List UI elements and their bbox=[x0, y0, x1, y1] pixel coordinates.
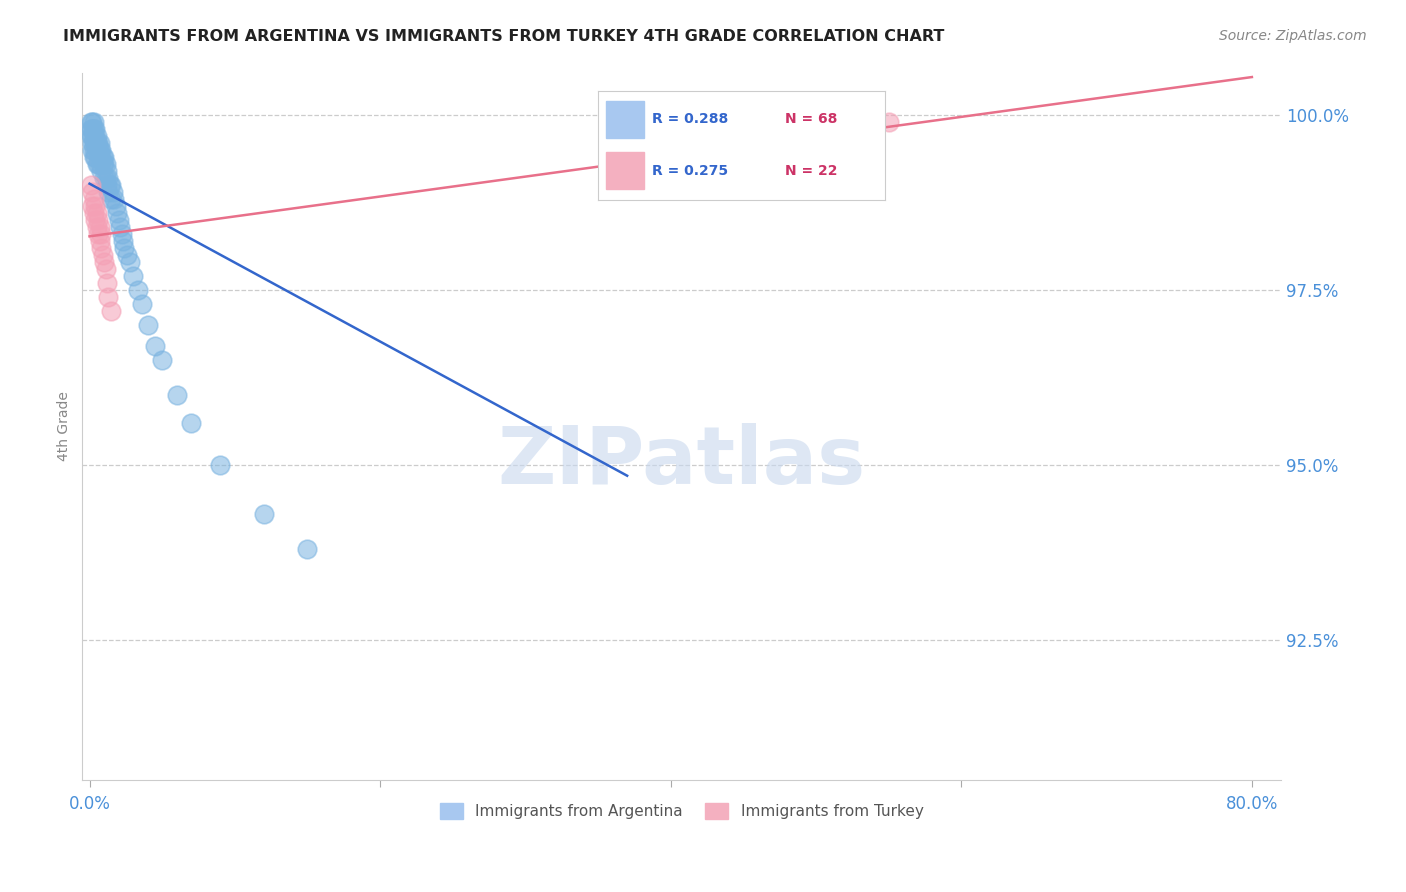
Point bbox=[90, 241, 112, 255]
Point bbox=[104, 199, 127, 213]
Point bbox=[297, 541, 319, 556]
Point bbox=[127, 283, 149, 297]
Point bbox=[100, 178, 122, 192]
Point bbox=[87, 136, 110, 150]
Point bbox=[143, 339, 166, 353]
Text: IMMIGRANTS FROM ARGENTINA VS IMMIGRANTS FROM TURKEY 4TH GRADE CORRELATION CHART: IMMIGRANTS FROM ARGENTINA VS IMMIGRANTS … bbox=[63, 29, 945, 44]
Point bbox=[110, 227, 132, 241]
Point bbox=[94, 157, 117, 171]
Point bbox=[96, 178, 118, 192]
Point bbox=[86, 136, 108, 150]
Point bbox=[94, 261, 117, 276]
Point bbox=[90, 150, 112, 164]
Point bbox=[94, 170, 117, 185]
Point bbox=[90, 143, 112, 157]
Point bbox=[91, 157, 114, 171]
Point bbox=[108, 219, 131, 234]
Point bbox=[84, 122, 107, 136]
Point bbox=[87, 143, 110, 157]
Point bbox=[82, 199, 104, 213]
Point bbox=[97, 290, 120, 304]
Point bbox=[83, 192, 105, 206]
Point bbox=[100, 303, 122, 318]
Point bbox=[90, 164, 112, 178]
Point bbox=[80, 128, 103, 143]
Point bbox=[83, 143, 105, 157]
Point bbox=[103, 192, 125, 206]
Point bbox=[84, 150, 107, 164]
Point bbox=[83, 122, 105, 136]
Point bbox=[86, 143, 108, 157]
Point bbox=[83, 206, 105, 220]
Point bbox=[105, 206, 128, 220]
Point bbox=[97, 185, 120, 199]
Point bbox=[82, 122, 104, 136]
Point bbox=[96, 276, 118, 290]
Point bbox=[89, 219, 111, 234]
Y-axis label: 4th Grade: 4th Grade bbox=[58, 392, 72, 461]
Point bbox=[84, 213, 107, 227]
Point bbox=[89, 136, 111, 150]
Point bbox=[89, 234, 111, 248]
Point bbox=[86, 219, 108, 234]
Point bbox=[117, 248, 139, 262]
Point bbox=[80, 178, 103, 192]
Point bbox=[120, 255, 142, 269]
Point bbox=[84, 136, 107, 150]
Point bbox=[96, 164, 118, 178]
Point bbox=[80, 122, 103, 136]
Point bbox=[87, 213, 110, 227]
Text: ZIPatlas: ZIPatlas bbox=[498, 423, 866, 500]
Point bbox=[82, 185, 104, 199]
Point bbox=[86, 128, 108, 143]
Point bbox=[100, 192, 122, 206]
Point bbox=[93, 150, 115, 164]
Point bbox=[90, 227, 112, 241]
Point bbox=[122, 268, 145, 283]
Point bbox=[93, 170, 115, 185]
Point bbox=[82, 115, 104, 129]
Point bbox=[180, 416, 202, 430]
Legend: Immigrants from Argentina, Immigrants from Turkey: Immigrants from Argentina, Immigrants fr… bbox=[433, 797, 929, 825]
Point bbox=[86, 157, 108, 171]
Point bbox=[107, 213, 129, 227]
Point bbox=[253, 507, 276, 521]
Point bbox=[150, 352, 173, 367]
Point bbox=[80, 115, 103, 129]
Point bbox=[82, 136, 104, 150]
Point bbox=[97, 170, 120, 185]
Point bbox=[101, 185, 124, 199]
Point bbox=[83, 128, 105, 143]
Point bbox=[87, 157, 110, 171]
Point bbox=[89, 143, 111, 157]
Point bbox=[136, 318, 159, 332]
Point bbox=[86, 206, 108, 220]
Point bbox=[82, 143, 104, 157]
Point bbox=[83, 136, 105, 150]
Point bbox=[131, 297, 153, 311]
Point bbox=[83, 150, 105, 164]
Point bbox=[93, 157, 115, 171]
Point bbox=[82, 128, 104, 143]
Point bbox=[616, 115, 638, 129]
Point bbox=[89, 157, 111, 171]
Point bbox=[111, 234, 134, 248]
Point bbox=[91, 248, 114, 262]
Point bbox=[87, 227, 110, 241]
Point bbox=[83, 115, 105, 129]
Point bbox=[84, 199, 107, 213]
Point bbox=[93, 255, 115, 269]
Point bbox=[877, 115, 900, 129]
Point bbox=[209, 458, 232, 472]
Text: Source: ZipAtlas.com: Source: ZipAtlas.com bbox=[1219, 29, 1367, 43]
Point bbox=[91, 150, 114, 164]
Point bbox=[98, 178, 121, 192]
Point bbox=[84, 128, 107, 143]
Point bbox=[112, 241, 135, 255]
Point bbox=[166, 388, 188, 402]
